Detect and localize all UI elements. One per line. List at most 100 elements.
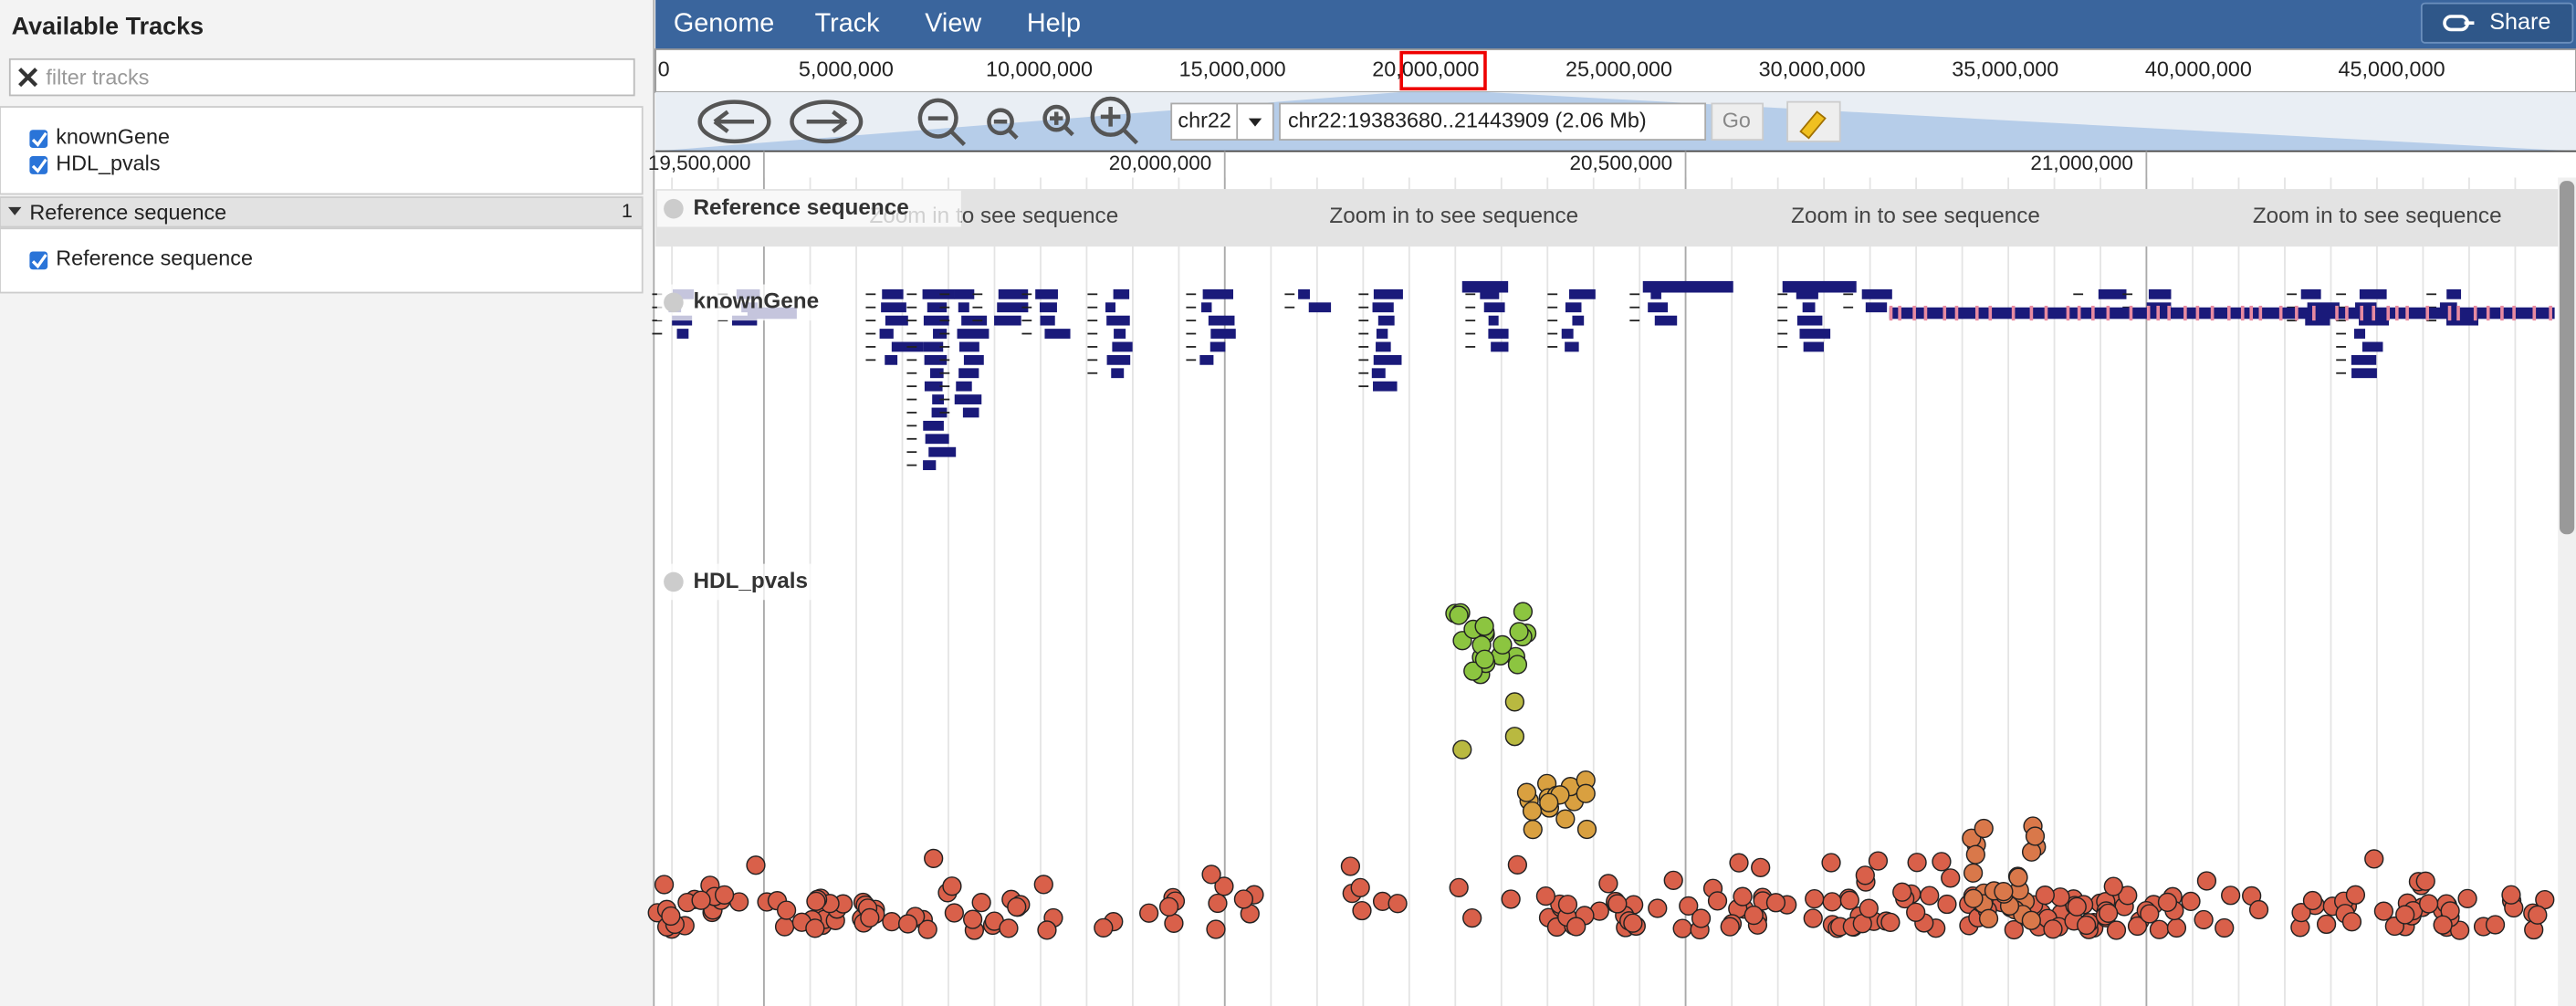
point: [1208, 893, 1228, 914]
nav-buttons[interactable]: [697, 96, 1139, 147]
go-label: Go: [1723, 108, 1751, 131]
menu-item[interactable]: Help: [1027, 9, 1081, 38]
exon: [1988, 305, 1993, 321]
point: [1507, 854, 1527, 875]
gene: [1112, 341, 1133, 352]
gene: [922, 288, 955, 299]
point: [1340, 856, 1361, 876]
gene: [2446, 288, 2462, 299]
point: [1672, 918, 1692, 938]
point: [1501, 889, 1521, 909]
point: [924, 848, 944, 868]
gene: [1568, 288, 1596, 299]
point: [2485, 915, 2506, 935]
gene: [1111, 368, 1125, 379]
point: [2181, 891, 2201, 912]
point: [1452, 739, 1472, 760]
gene: [1035, 288, 1058, 299]
checkbox[interactable]: [29, 156, 48, 174]
point: [1509, 622, 1529, 642]
gene: [958, 341, 979, 352]
gene: [923, 420, 944, 431]
close-track[interactable]: [664, 571, 684, 592]
gene: [1796, 288, 1818, 299]
point: [2215, 917, 2235, 938]
category-header[interactable]: [0, 196, 644, 228]
point: [2021, 910, 2041, 930]
close-track[interactable]: [664, 198, 684, 219]
go-button[interactable]: [1711, 102, 1764, 141]
overview-tick: 35,000,000: [1952, 58, 2058, 81]
point: [1387, 894, 1408, 914]
gene: [2098, 288, 2127, 299]
exon: [2011, 305, 2016, 321]
checkbox[interactable]: [29, 251, 48, 270]
gene: [1372, 302, 1394, 313]
point: [661, 906, 681, 927]
gene: [2353, 329, 2366, 339]
point: [1094, 917, 1114, 938]
point: [2127, 916, 2148, 937]
gene: [958, 368, 979, 379]
point: [776, 900, 797, 920]
gene: [1491, 341, 1509, 352]
point: [1855, 865, 1875, 885]
location-input[interactable]: [1279, 102, 1707, 141]
exon: [2226, 305, 2231, 321]
point: [2035, 885, 2055, 906]
point: [691, 890, 711, 910]
gene: [954, 288, 975, 299]
point: [1555, 809, 1576, 829]
exon: [2335, 305, 2339, 321]
scrollbar[interactable]: [2560, 181, 2575, 535]
track-label: Reference sequence: [693, 195, 908, 220]
point: [897, 914, 918, 934]
gene: [1802, 302, 1816, 313]
menu-item[interactable]: Track: [815, 9, 881, 38]
menu-item[interactable]: View: [925, 9, 981, 38]
gene: [1373, 288, 1403, 299]
gene: [2305, 315, 2330, 326]
close-track[interactable]: [664, 292, 684, 313]
overview-highlight: [1399, 50, 1487, 91]
gene: [1488, 315, 1499, 326]
checkmark: [31, 131, 47, 147]
menu-item[interactable]: Genome: [674, 9, 774, 38]
point: [2008, 867, 2028, 887]
exon: [1942, 305, 1947, 321]
exon: [2405, 305, 2409, 321]
point: [2341, 912, 2362, 932]
point: [1492, 634, 1513, 655]
point: [1463, 661, 1483, 681]
point: [1648, 898, 1668, 918]
point: [1892, 882, 1912, 902]
point: [1974, 818, 1994, 839]
clear-filter[interactable]: [18, 68, 38, 88]
point: [1449, 605, 1469, 625]
filter-input[interactable]: [8, 58, 635, 97]
overview[interactable]: [654, 48, 2576, 93]
reference-message: Zoom in to see sequence: [1329, 204, 1578, 228]
checkbox[interactable]: [29, 130, 48, 149]
point: [714, 885, 735, 905]
point: [1994, 882, 2014, 902]
point: [1707, 891, 1728, 911]
point: [2291, 903, 2311, 923]
point: [1920, 885, 1940, 906]
point: [1963, 888, 1984, 908]
gene: [1796, 315, 1823, 326]
point: [1803, 908, 1823, 928]
point: [1007, 896, 1027, 917]
point: [1937, 894, 1957, 915]
filter-placeholder: filter tracks: [46, 66, 149, 89]
point: [1462, 907, 1482, 928]
gene: [1799, 329, 1831, 339]
gene: [997, 302, 1029, 313]
share-button[interactable]: [2420, 2, 2574, 44]
gene: [2446, 315, 2479, 326]
exon: [1912, 305, 1916, 321]
point: [1513, 602, 1534, 622]
category-list: [0, 227, 644, 294]
gene: [2359, 288, 2387, 299]
point: [1907, 853, 1927, 873]
